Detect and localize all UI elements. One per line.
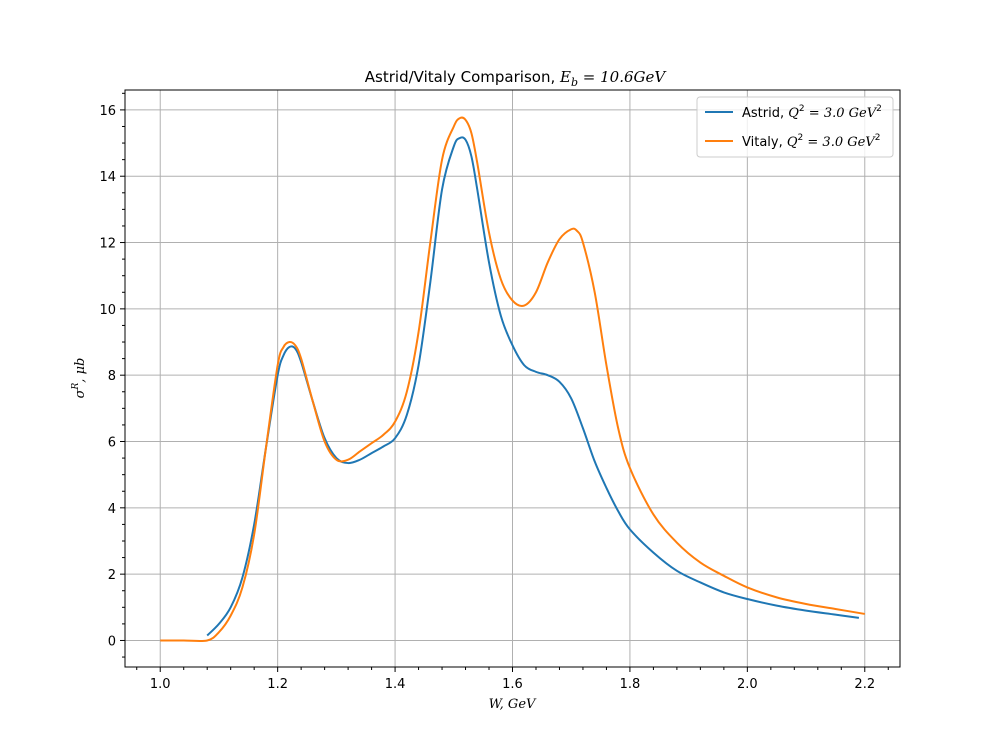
legend-box [696, 96, 894, 158]
y-tick-label: 12 [99, 237, 116, 252]
x-tick-label: 1.0 [150, 677, 171, 692]
series-lines [160, 116, 865, 643]
y-axis-label: σR, μb [71, 358, 88, 399]
legend-label-astrid: Astrid, Q2 = 3.0 GeV2 [742, 104, 882, 121]
x-tick-label: 1.4 [385, 677, 406, 692]
axis-ticks: 1.0 1.2 1.4 1.6 1.8 2.0 2.2 0 2 4 6 8 10 12 14 16 [99, 92, 889, 692]
y-tick-label: 16 [99, 104, 116, 119]
grid-lines [125, 90, 900, 667]
x-tick-label: 2.0 [737, 677, 758, 692]
y-tick-label: 10 [99, 303, 116, 318]
x-tick-label: 1.6 [502, 677, 523, 692]
legend-label-vitaly: Vitaly, Q2 = 3.0 GeV2 [742, 133, 880, 150]
x-axis-label: W, GeV [489, 697, 537, 712]
x-tick-label: 2.2 [854, 677, 875, 692]
y-tick-label: 4 [108, 502, 116, 517]
legend: Astrid, Q2 = 3.0 GeV2 Vitaly, Q2 = 3.0 G… [696, 96, 894, 158]
series-line-vitaly [160, 116, 865, 643]
y-tick-label: 14 [99, 170, 116, 185]
y-tick-label: 6 [108, 436, 116, 451]
x-tick-label: 1.2 [267, 677, 288, 692]
y-tick-label: 0 [108, 634, 116, 649]
y-tick-label: 2 [108, 568, 116, 583]
series-line-astrid [206, 136, 860, 637]
x-tick-label: 1.8 [620, 677, 641, 692]
chart-title: Astrid/Vitaly Comparison, Eb = 10.6GeV [365, 68, 668, 89]
plot-frame [124, 89, 901, 668]
y-tick-label: 8 [108, 369, 116, 384]
